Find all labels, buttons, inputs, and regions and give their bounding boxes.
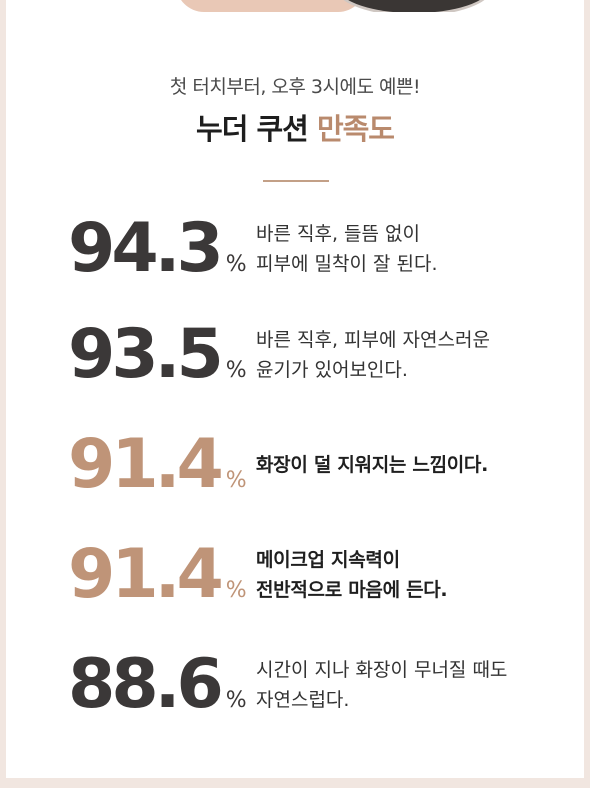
stat-number: 93.5 [68, 315, 224, 394]
stat-row: 91.4% 메이크업 지속력이 전반적으로 마음에 든다. [68, 530, 578, 620]
stat-value: 93.5% [68, 310, 247, 416]
stat-value: 94.3% [68, 204, 247, 310]
product-photo-crop [176, 0, 496, 12]
stat-unit: % [225, 252, 247, 277]
stat-description: 시간이 지나 화장이 무너질 때도 자연스럽다. [256, 640, 507, 730]
stat-description: 바른 직후, 들뜸 없이 피부에 밀착이 잘 된다. [256, 204, 437, 294]
stat-number: 88.6 [68, 645, 224, 724]
desc-line: 윤기가 있어보인다. [256, 359, 408, 381]
desc-line: 전반적으로 마음에 든다. [256, 579, 448, 601]
stat-number: 91.4 [68, 425, 224, 504]
stat-row: 91.4% 화장이 덜 지워지는 느낌이다. [68, 420, 578, 510]
content-card: 첫 터치부터, 오후 3시에도 예쁜! 누더 쿠션 만족도 94.3% 바른 직… [6, 0, 584, 778]
desc-line: 피부에 밀착이 잘 된다. [256, 253, 438, 275]
stat-value: 91.4% [68, 420, 247, 526]
title-accent: 만족도 [316, 112, 395, 146]
subtitle: 첫 터치부터, 오후 3시에도 예쁜! [169, 76, 421, 98]
stat-description: 메이크업 지속력이 전반적으로 마음에 든다. [256, 530, 448, 620]
stat-row: 93.5% 바른 직후, 피부에 자연스러운 윤기가 있어보인다. [68, 310, 578, 400]
desc-line: 메이크업 지속력이 [256, 549, 400, 571]
stat-row: 94.3% 바른 직후, 들뜸 없이 피부에 밀착이 잘 된다. [68, 204, 578, 294]
stat-unit: % [225, 578, 247, 603]
desc-line: 화장이 덜 지워지는 느낌이다. [256, 454, 489, 476]
stat-description: 화장이 덜 지워지는 느낌이다. [256, 420, 488, 510]
desc-line: 시간이 지나 화장이 무너질 때도 [256, 659, 508, 681]
stat-number: 91.4 [68, 535, 224, 614]
desc-line: 바른 직후, 들뜸 없이 [256, 223, 420, 245]
stat-unit: % [225, 468, 247, 493]
stat-number: 94.3 [68, 209, 224, 288]
desc-line: 바른 직후, 피부에 자연스러운 [256, 329, 490, 351]
page-title: 누더 쿠션 만족도 [6, 106, 584, 148]
stat-row: 88.6% 시간이 지나 화장이 무너질 때도 자연스럽다. [68, 640, 578, 730]
stat-unit: % [225, 358, 247, 383]
photo-skin [176, 0, 366, 12]
stat-value: 91.4% [68, 530, 247, 636]
photo-compact [336, 0, 492, 12]
stat-value: 88.6% [68, 640, 247, 746]
title-main: 누더 쿠션 [196, 112, 317, 146]
stat-unit: % [225, 688, 247, 713]
stat-description: 바른 직후, 피부에 자연스러운 윤기가 있어보인다. [256, 310, 490, 400]
divider [263, 180, 329, 182]
desc-line: 자연스럽다. [256, 689, 350, 711]
